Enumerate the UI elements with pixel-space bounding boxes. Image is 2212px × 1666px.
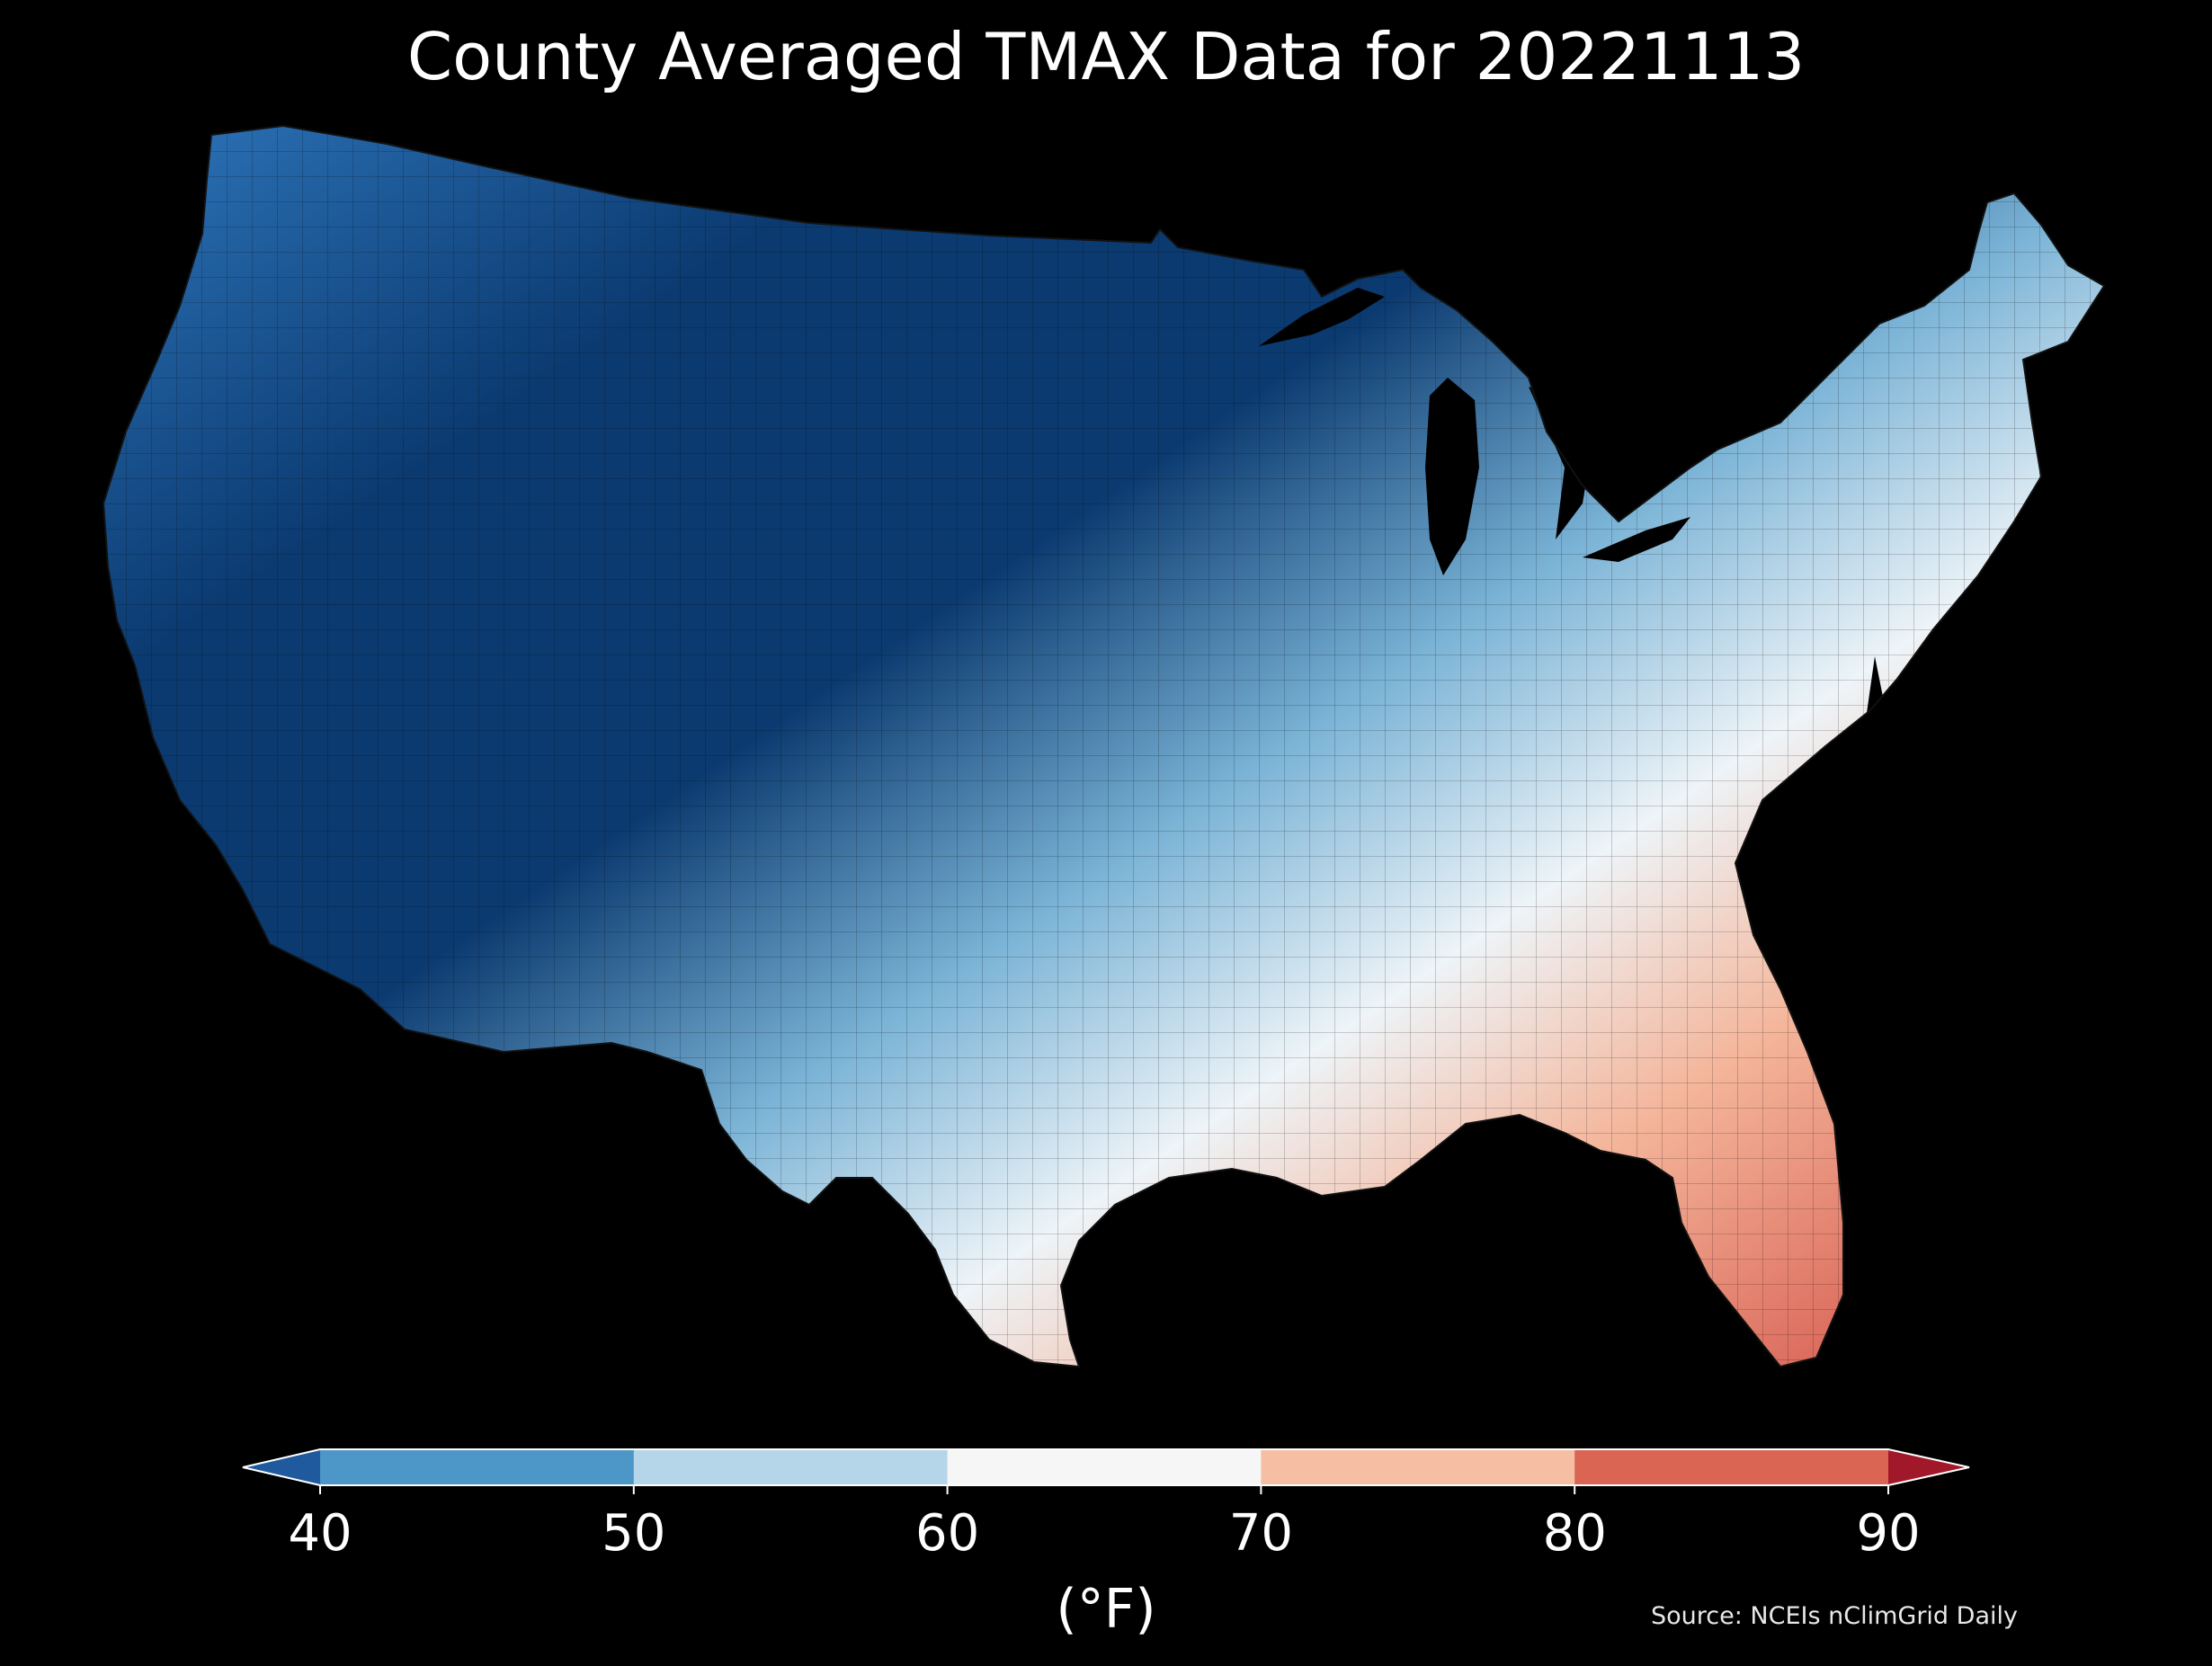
colorbar-tick-label: 50 — [602, 1504, 665, 1563]
colorbar-segment — [633, 1449, 949, 1485]
colorbar-segment — [947, 1449, 1262, 1485]
county-boundaries — [103, 126, 2104, 1367]
colorbar-units-label: (°F) — [1056, 1578, 1156, 1641]
colorbar-tick-label: 80 — [1543, 1504, 1607, 1563]
colorbar-tick-label: 90 — [1856, 1504, 1920, 1563]
colorbar-extend-high — [1888, 1449, 1969, 1485]
us-outline-stroke — [102, 124, 2106, 1368]
chesapeake-bay — [1866, 656, 1884, 773]
map-title: County Averaged TMAX Data for 20221113 — [406, 19, 1806, 94]
source-credit: Source: NCEIs nClimGrid Daily — [1651, 1602, 2018, 1630]
colorbar-segment — [1574, 1449, 1889, 1485]
lake-superior — [1259, 288, 1385, 346]
colorbar-segment — [320, 1449, 635, 1485]
colorbar-segment — [1261, 1449, 1575, 1485]
lake-huron — [1529, 387, 1592, 539]
lake-michigan — [1425, 378, 1479, 575]
us-land-mass — [102, 124, 2106, 1368]
lake-erie — [1583, 517, 1690, 562]
colorbar-tick-label: 70 — [1229, 1504, 1293, 1563]
colorbar-extend-low — [243, 1449, 320, 1485]
colorbar-tick-label: 40 — [288, 1504, 352, 1563]
colorbar-tick-label: 60 — [915, 1504, 979, 1563]
